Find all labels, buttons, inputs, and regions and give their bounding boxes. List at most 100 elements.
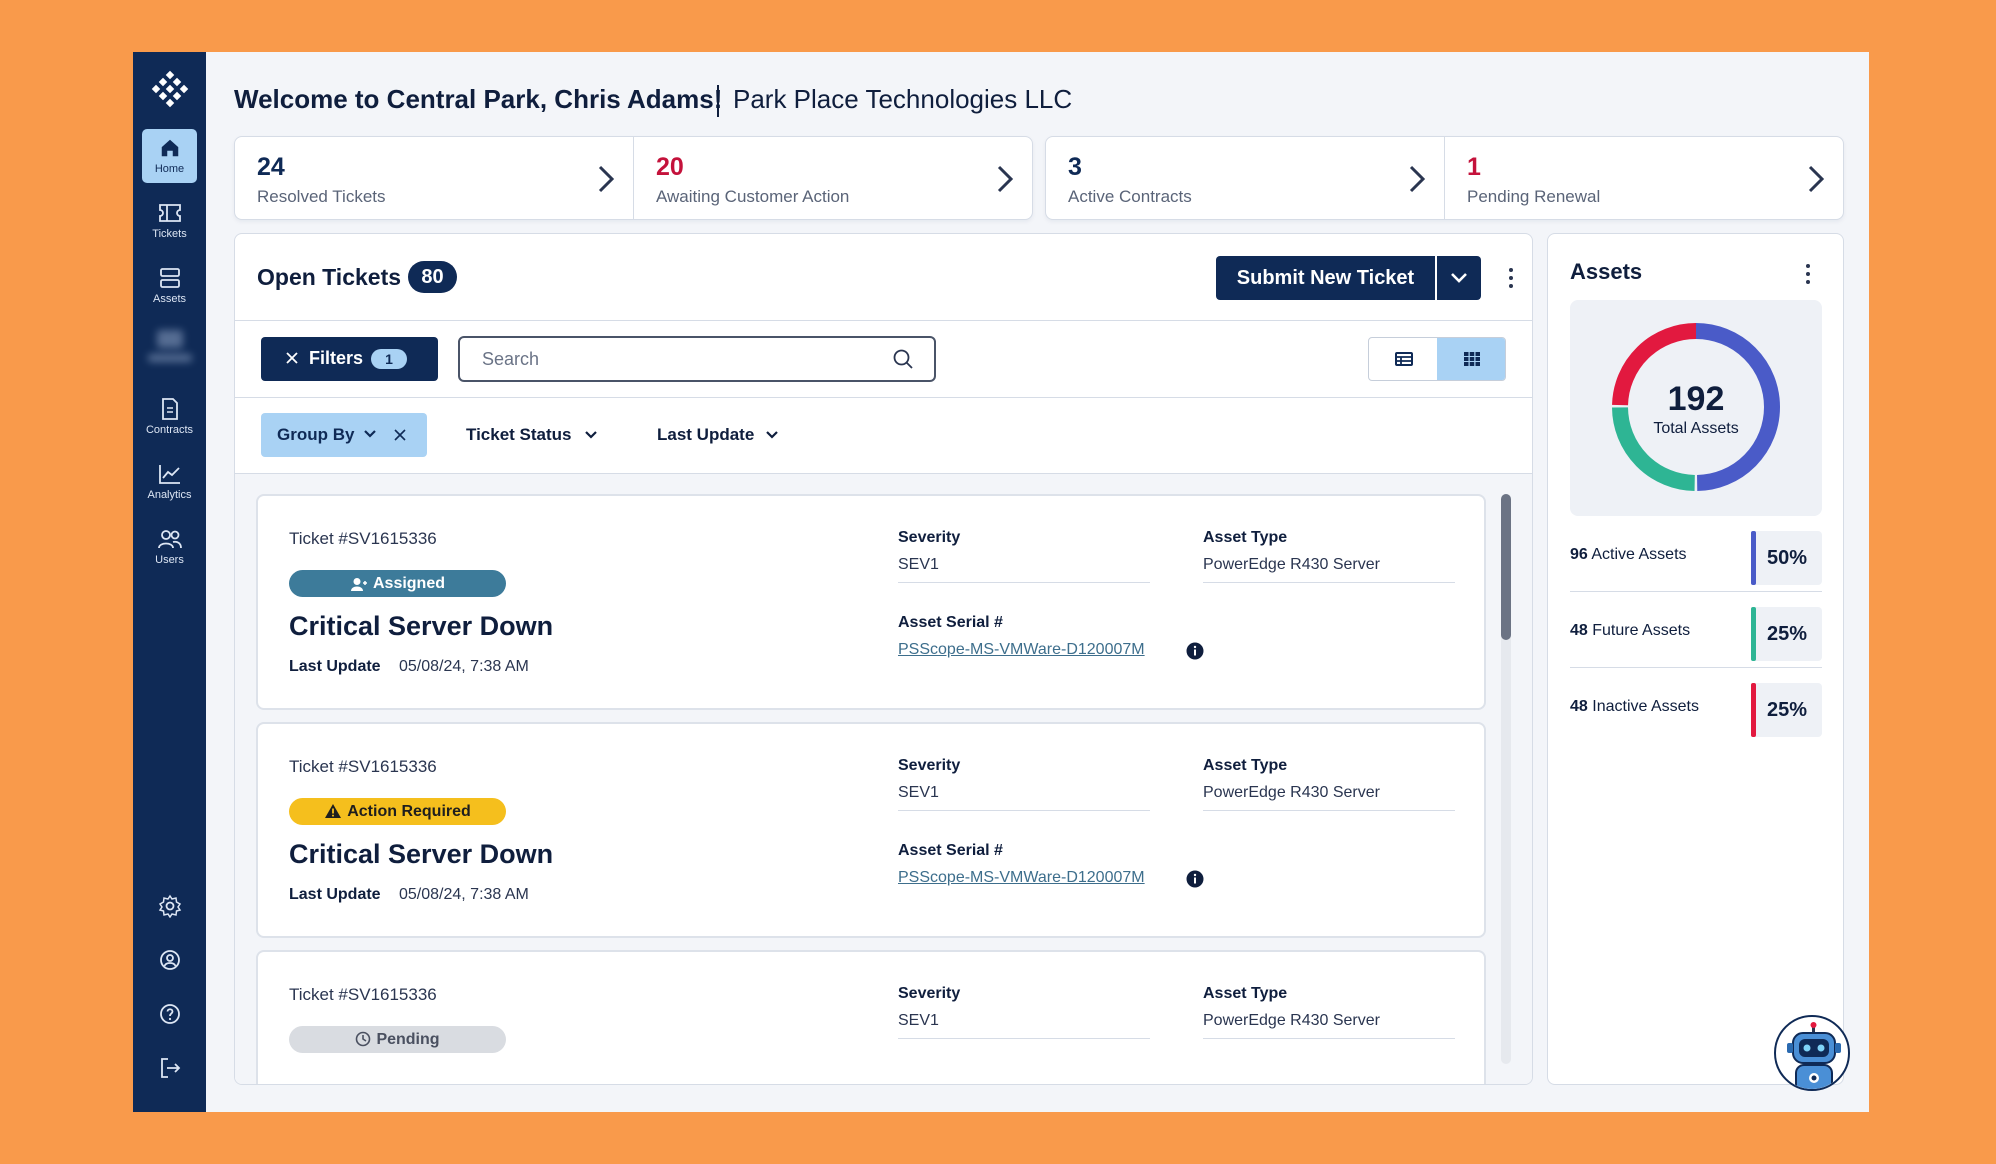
stat-resolved-tickets[interactable]: 24 Resolved Tickets <box>235 137 633 219</box>
asset-row-label: 48 Future Assets <box>1570 622 1690 640</box>
status-label: Action Required <box>347 803 471 820</box>
chart-icon <box>158 465 180 484</box>
sidebar-item-blurred[interactable] <box>145 328 195 368</box>
ticket-card[interactable]: Ticket #SV1615336 Pending Severity SEV1 … <box>256 950 1486 1084</box>
severity-label: Severity <box>898 757 961 774</box>
last-update-label: Last Update <box>289 658 381 675</box>
stat-active-contracts[interactable]: 3 Active Contracts <box>1046 137 1444 219</box>
stat-label: Awaiting Customer Action <box>656 187 850 206</box>
search-input[interactable] <box>482 347 882 371</box>
total-assets-value: 192 <box>1667 380 1725 418</box>
stat-label: Pending Renewal <box>1467 187 1601 206</box>
close-icon[interactable] <box>393 428 407 442</box>
search-icon[interactable] <box>892 348 914 370</box>
asset-type-value: PowerEdge R430 Server <box>1203 556 1455 583</box>
asset-type-value: PowerEdge R430 Server <box>1203 784 1455 811</box>
logout-icon[interactable] <box>158 1056 182 1080</box>
sidebar-item-users[interactable]: Users <box>142 520 197 574</box>
open-tickets-panel: Open Tickets 80 Submit New Ticket Filter… <box>234 233 1533 1085</box>
total-assets-label: Total Assets <box>1653 420 1739 437</box>
filters-button[interactable]: Filters 1 <box>261 337 438 381</box>
sidebar-item-assets[interactable]: Assets <box>142 259 197 313</box>
contract-stats: 3 Active Contracts 1 Pending Renewal <box>1045 136 1844 220</box>
stat-divider <box>1444 137 1445 219</box>
submit-ticket-dropdown-button[interactable] <box>1437 256 1481 300</box>
ticket-card[interactable]: Ticket #SV1615336 Assigned Critical Serv… <box>256 494 1486 710</box>
ticket-title[interactable]: Critical Server Down <box>289 611 554 641</box>
stat-value: 1 <box>1467 153 1481 181</box>
robot-icon <box>1787 1022 1841 1089</box>
asset-serial-label: Asset Serial # <box>898 614 1003 631</box>
asset-row-label: 96 Active Assets <box>1570 546 1687 564</box>
grid-view-button[interactable] <box>1437 338 1505 380</box>
list-view-button[interactable] <box>1369 338 1437 380</box>
asset-row-future[interactable]: 48 Future Assets 25% <box>1570 604 1822 662</box>
sidebar-item-tickets[interactable]: Tickets <box>142 194 197 248</box>
sidebar: Home Tickets Assets Contracts Analytics … <box>133 52 206 1112</box>
ticket-card[interactable]: Ticket #SV1615336 Action Required Critic… <box>256 722 1486 938</box>
ticket-title[interactable]: Critical Server Down <box>289 839 554 869</box>
last-update-dropdown[interactable]: Last Update <box>657 425 754 445</box>
divider <box>1570 667 1822 668</box>
user-assigned-icon <box>350 578 367 591</box>
chatbot-button[interactable] <box>1774 1015 1850 1091</box>
stat-value: 20 <box>656 153 684 181</box>
info-icon[interactable] <box>1186 870 1204 888</box>
chevron-right-icon <box>1808 165 1825 193</box>
asset-row-active[interactable]: 96 Active Assets 50% <box>1570 528 1822 586</box>
company-name: Park Place Technologies LLC <box>733 84 1073 114</box>
scrollbar-track[interactable] <box>1501 494 1511 1064</box>
account-icon[interactable] <box>158 948 182 972</box>
asset-row-inactive[interactable]: 48 Inactive Assets 25% <box>1570 680 1822 738</box>
chevron-down-icon[interactable] <box>584 429 598 441</box>
stat-label: Resolved Tickets <box>257 187 386 206</box>
asset-count: 96 <box>1570 546 1588 563</box>
submit-new-ticket-button[interactable]: Submit New Ticket <box>1216 256 1435 300</box>
sidebar-item-label: Analytics <box>147 489 192 501</box>
sidebar-item-analytics[interactable]: Analytics <box>142 455 197 509</box>
last-update-value: 05/08/24, 7:38 AM <box>399 886 529 903</box>
document-icon <box>161 398 178 420</box>
assets-title: Assets <box>1570 259 1643 284</box>
ticket-icon <box>158 204 181 222</box>
asset-type-label: Asset Type <box>1203 985 1288 1002</box>
asset-percent: 50% <box>1752 531 1822 585</box>
group-by-chip[interactable]: Group By <box>261 413 427 457</box>
sidebar-item-home[interactable]: Home <box>142 129 197 183</box>
sidebar-item-contracts[interactable]: Contracts <box>142 390 197 444</box>
asset-count: 48 <box>1570 698 1588 715</box>
last-update-value: 05/08/24, 7:38 AM <box>399 658 529 675</box>
assets-donut-chart: 192 Total Assets <box>1570 300 1822 516</box>
help-icon[interactable] <box>158 1002 182 1026</box>
asset-percent: 25% <box>1752 607 1822 661</box>
chevron-down-icon[interactable] <box>363 428 377 440</box>
open-tickets-title: Open Tickets <box>257 264 402 290</box>
asset-serial-link[interactable]: PSScope-MS-VMWare-D120007M <box>898 869 1145 886</box>
severity-label: Severity <box>898 529 961 546</box>
ticket-status-dropdown[interactable]: Ticket Status <box>466 425 572 445</box>
stat-label: Active Contracts <box>1068 187 1192 206</box>
asset-color-bar <box>1751 531 1756 585</box>
sidebar-item-label: Tickets <box>152 228 187 240</box>
ticket-number: Ticket #SV1615336 <box>289 985 437 1004</box>
more-options-icon[interactable] <box>1805 264 1811 286</box>
status-badge: Assigned <box>289 570 506 597</box>
asset-serial-link[interactable]: PSScope-MS-VMWare-D120007M <box>898 641 1145 658</box>
stat-value: 3 <box>1068 153 1082 181</box>
page-title: Welcome to Central Park, Chris Adams! <box>234 84 723 114</box>
chevron-right-icon <box>598 165 615 193</box>
search-field[interactable] <box>458 336 936 382</box>
divider <box>235 320 1532 321</box>
sidebar-item-label: Assets <box>152 293 186 305</box>
stat-pending-renewal[interactable]: 1 Pending Renewal <box>1445 137 1843 219</box>
chevron-down-icon[interactable] <box>765 429 779 441</box>
stat-awaiting-customer-action[interactable]: 20 Awaiting Customer Action <box>634 137 1032 219</box>
pending-clock-icon <box>356 1031 371 1047</box>
ticket-number: Ticket #SV1615336 <box>289 757 437 776</box>
gear-icon[interactable] <box>158 894 182 918</box>
asset-color-bar <box>1751 607 1756 661</box>
open-tickets-count-badge: 80 <box>408 261 457 293</box>
info-icon[interactable] <box>1186 642 1204 660</box>
more-options-icon[interactable] <box>1508 268 1514 290</box>
scrollbar-thumb[interactable] <box>1501 494 1511 640</box>
